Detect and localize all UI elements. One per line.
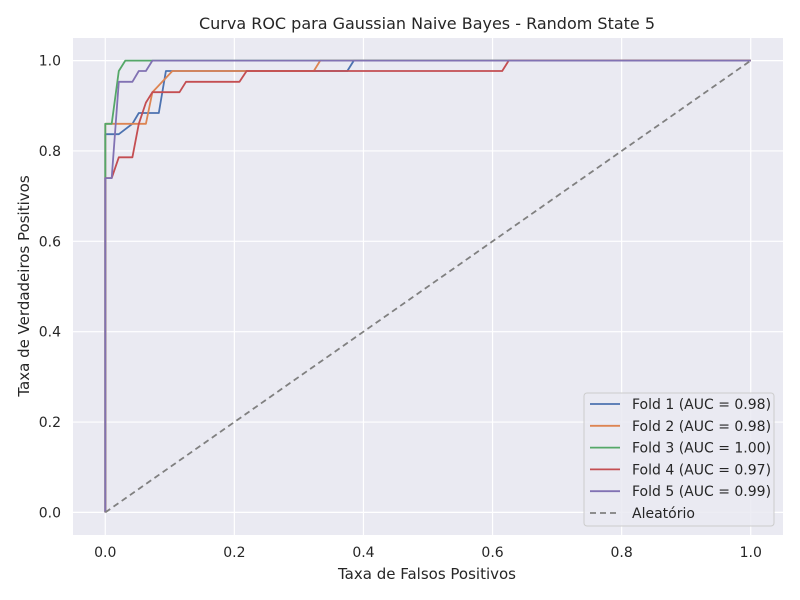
- chart-title: Curva ROC para Gaussian Naive Bayes - Ra…: [199, 14, 655, 33]
- legend-label: Fold 5 (AUC = 0.99): [632, 484, 771, 500]
- x-tick-label: 1.0: [740, 545, 762, 561]
- series-line-4: [104, 59, 751, 513]
- x-tick-label: 0.2: [223, 545, 245, 561]
- legend-label: Fold 2 (AUC = 0.98): [632, 419, 771, 435]
- x-tick-label: 0.8: [611, 545, 633, 561]
- legend-label: Aleatório: [632, 506, 695, 522]
- tick-labels: 0.0 0.2 0.4 0.6 0.8 1.0 0.0 0.2 0.4 0.6 0.8 1.0: [39, 54, 762, 561]
- series-lines: [104, 59, 752, 514]
- y-tick-label: 0.2: [39, 415, 61, 431]
- y-tick-label: 0.8: [39, 144, 61, 160]
- x-tick-label: 0.4: [352, 545, 374, 561]
- legend-label: Fold 3 (AUC = 1.00): [632, 441, 771, 457]
- legend-label: Fold 1 (AUC = 0.98): [632, 397, 771, 413]
- series-line-6: [104, 59, 752, 514]
- y-axis-label: Taxa de Verdadeiros Positivos: [15, 175, 33, 397]
- y-tick-label: 1.0: [39, 54, 61, 70]
- legend: Fold 1 (AUC = 0.98) Fold 2 (AUC = 0.98) Fo…: [583, 392, 775, 527]
- series-line-5: [104, 59, 751, 513]
- x-axis-label: Taxa de Falsos Positivos: [337, 565, 516, 583]
- legend-box: [583, 392, 775, 527]
- y-tick-label: 0.6: [39, 234, 61, 250]
- y-tick-label: 0.0: [39, 505, 61, 521]
- legend-label: Fold 4 (AUC = 0.97): [632, 462, 771, 478]
- x-tick-label: 0.0: [94, 545, 116, 561]
- y-tick-label: 0.4: [39, 325, 61, 341]
- x-tick-label: 0.6: [481, 545, 503, 561]
